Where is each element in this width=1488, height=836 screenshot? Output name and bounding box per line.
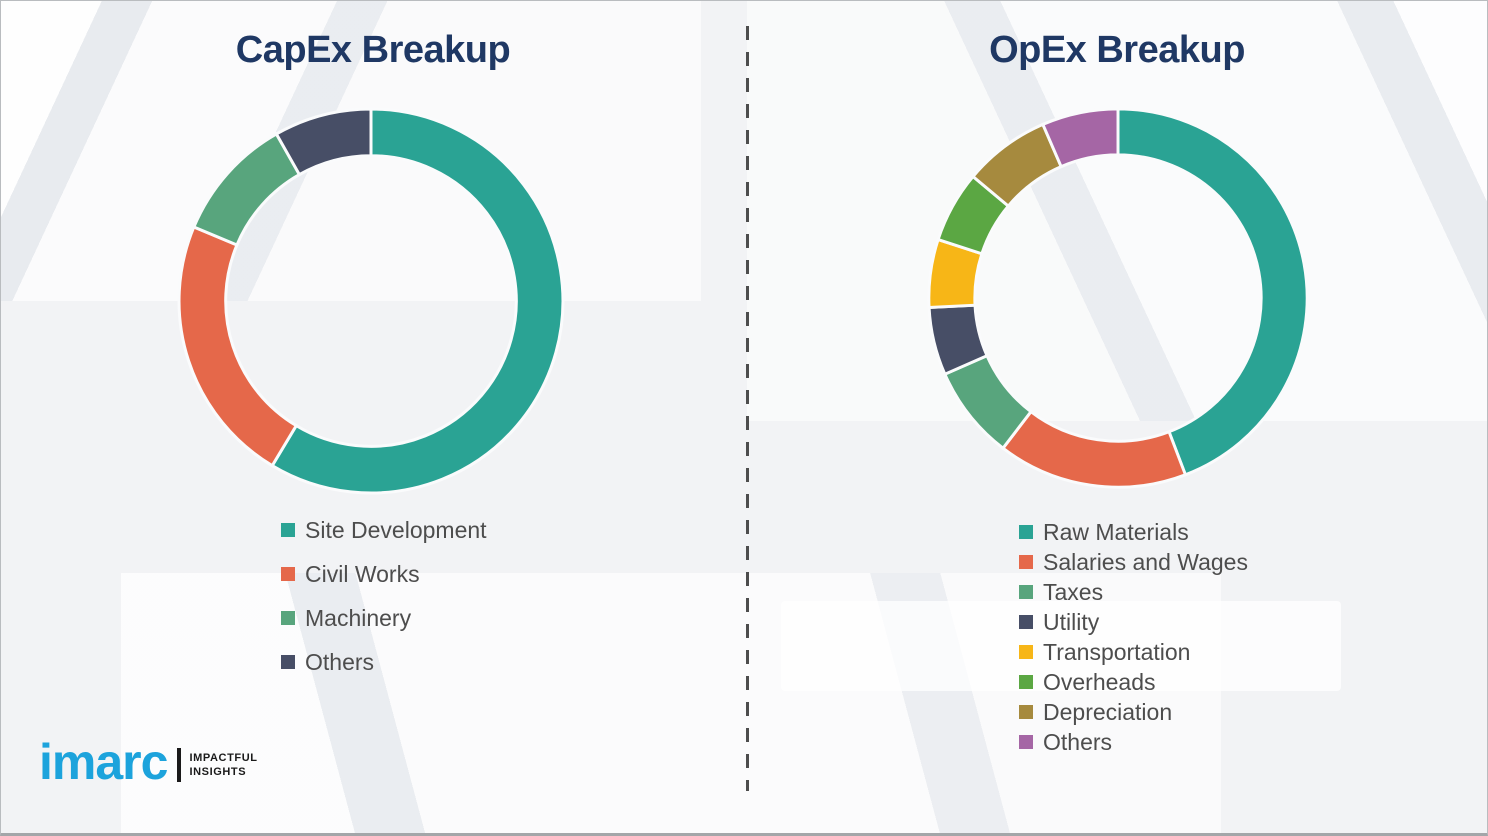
donut-segment-others[interactable] <box>274 107 373 177</box>
legend-item-site-development[interactable]: Site Development <box>281 508 487 552</box>
legend-swatch-taxes <box>1019 585 1033 599</box>
legend-item-machinery[interactable]: Machinery <box>281 596 487 640</box>
legend-swatch-utility <box>1019 615 1033 629</box>
legend-swatch-others <box>281 655 295 669</box>
logo-divider-bar <box>177 748 182 782</box>
legend-swatch-overheads <box>1019 675 1033 689</box>
legend-swatch-raw-materials <box>1019 525 1033 539</box>
legend-item-depreciation[interactable]: Depreciation <box>1019 697 1248 727</box>
legend-swatch-salaries-and-wages <box>1019 555 1033 569</box>
legend-item-overheads[interactable]: Overheads <box>1019 667 1248 697</box>
legend-item-utility[interactable]: Utility <box>1019 607 1248 637</box>
legend-item-salaries-and-wages[interactable]: Salaries and Wages <box>1019 547 1248 577</box>
legend-label-machinery: Machinery <box>305 604 412 631</box>
legend-swatch-machinery <box>281 611 295 625</box>
tagline-line-2: INSIGHTS <box>189 766 247 778</box>
legend-label-taxes: Taxes <box>1043 578 1104 605</box>
capex-title: CapEx Breakup <box>235 29 511 71</box>
opex-legend: Raw Materials Salaries and Wages Taxes Util… <box>1019 517 1248 757</box>
legend-swatch-depreciation <box>1019 705 1033 719</box>
legend-label-depreciation: Depreciation <box>1043 698 1173 725</box>
legend-item-raw-materials[interactable]: Raw Materials <box>1019 517 1248 547</box>
logo-tagline: IMPACTFUL INSIGHTS <box>189 751 257 780</box>
legend-swatch-others <box>1019 735 1033 749</box>
legend-item-taxes[interactable]: Taxes <box>1019 577 1248 607</box>
legend-label-salaries-and-wages: Salaries and Wages <box>1043 548 1248 575</box>
legend-item-others[interactable]: Others <box>1019 727 1248 757</box>
donut-segment-civil-works[interactable] <box>177 225 299 468</box>
legend-label-site-development: Site Development <box>305 516 487 543</box>
donut-segment-others[interactable] <box>1040 107 1120 169</box>
legend-label-utility: Utility <box>1043 608 1100 635</box>
legend-item-transportation[interactable]: Transportation <box>1019 637 1248 667</box>
legend-label-transportation: Transportation <box>1043 638 1191 665</box>
tagline-line-1: IMPACTFUL <box>189 751 258 764</box>
legend-label-raw-materials: Raw Materials <box>1043 518 1189 545</box>
donut-segment-raw-materials[interactable] <box>1116 107 1309 477</box>
legend-item-others[interactable]: Others <box>281 640 487 684</box>
donut-segment-machinery[interactable] <box>191 131 302 247</box>
imarc-logo: imarc IMPACTFUL INSIGHTS <box>39 737 258 787</box>
opex-donut-chart[interactable] <box>916 96 1320 500</box>
legend-swatch-site-development <box>281 523 295 537</box>
legend-label-others: Others <box>1043 728 1113 755</box>
legend-swatch-civil-works <box>281 567 295 581</box>
legend-swatch-transportation <box>1019 645 1033 659</box>
imarc-brand-text: imarc <box>39 734 168 790</box>
vertical-dashed-divider <box>746 26 749 791</box>
donut-segment-salaries-and-wages[interactable] <box>1000 409 1188 489</box>
legend-label-civil-works: Civil Works <box>305 560 420 587</box>
capex-legend: Site Development Civil Works Machinery Othe… <box>281 508 487 684</box>
capex-donut-chart[interactable] <box>166 96 576 506</box>
legend-item-civil-works[interactable]: Civil Works <box>281 552 487 596</box>
donut-segment-site-development[interactable] <box>270 107 565 495</box>
opex-title: OpEx Breakup <box>989 29 1245 71</box>
legend-label-others: Others <box>305 648 375 675</box>
legend-label-overheads: Overheads <box>1043 668 1156 695</box>
